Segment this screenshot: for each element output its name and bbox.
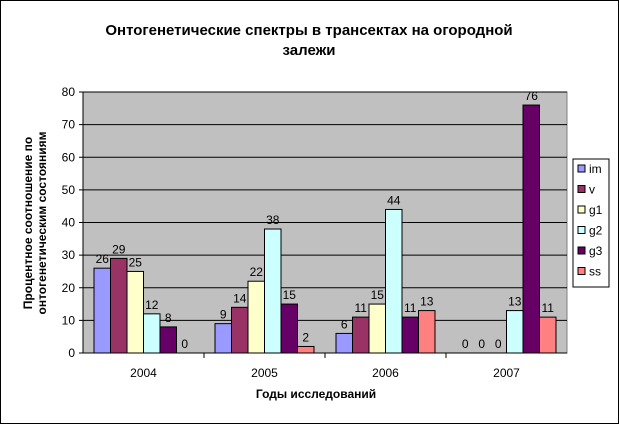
data-label-g1-2007: 0 (495, 337, 502, 351)
bar-im-2005 (214, 323, 232, 354)
legend-label-g2: g2 (589, 224, 603, 238)
bar-g3-2007 (522, 104, 540, 354)
legend-swatch-im (577, 164, 586, 173)
data-label-v-2007: 0 (478, 337, 485, 351)
data-label-g3-2004: 8 (165, 311, 172, 325)
data-label-g3-2007: 76 (525, 89, 539, 103)
legend-label-v: v (589, 183, 595, 197)
y-tick-label: 0 (68, 346, 75, 360)
x-axis-label: Годы исследований (256, 387, 376, 401)
data-label-ss-2005: 2 (302, 330, 309, 344)
data-label-g2-2005: 38 (266, 213, 280, 227)
data-label-im-2004: 26 (96, 252, 110, 266)
chart-title-line-2: залежи (283, 42, 336, 59)
bar-ss-2007 (539, 316, 557, 354)
x-tick-label: 2005 (251, 366, 278, 380)
data-label-v-2004: 29 (112, 242, 126, 256)
y-tick-label: 30 (62, 248, 76, 262)
x-tick-label: 2004 (130, 366, 157, 380)
y-axis-label-line-2: онтогенетическим состояниям (35, 131, 49, 314)
bar-im-2004 (93, 267, 111, 354)
data-label-v-2006: 11 (355, 301, 368, 315)
y-tick-label: 10 (62, 313, 76, 327)
y-tick-label: 70 (62, 118, 76, 132)
data-label-g2-2006: 44 (387, 193, 401, 207)
bar-g2-2007 (506, 310, 524, 354)
y-tick-label: 40 (62, 216, 76, 230)
data-label-ss-2004: 0 (181, 337, 188, 351)
chart-title-line-1: Онтогенетические спектры в трансектах на… (105, 22, 512, 39)
legend-label-ss: ss (589, 265, 601, 279)
x-tick-label: 2007 (493, 366, 520, 380)
data-label-g1-2004: 25 (129, 255, 143, 269)
data-label-g2-2007: 13 (508, 295, 522, 309)
data-label-v-2005: 14 (233, 291, 247, 305)
bar-g3-2005 (280, 303, 298, 354)
bar-v-2005 (231, 306, 249, 354)
bar-im-2006 (335, 332, 353, 354)
y-tick-label: 60 (62, 150, 76, 164)
legend-swatch-ss (577, 267, 586, 275)
bar-g2-2006 (385, 208, 403, 354)
legend-swatch-g2 (577, 226, 586, 234)
legend-label-g1: g1 (589, 203, 603, 217)
data-label-ss-2007: 11 (542, 301, 555, 315)
data-label-g3-2006: 11 (404, 301, 417, 315)
bar-ss-2005 (297, 345, 315, 354)
bar-ss-2006 (418, 310, 436, 354)
bar-g3-2004 (159, 326, 177, 354)
legend-label-g3: g3 (589, 244, 603, 258)
legend-label-im: im (589, 162, 602, 176)
data-label-im-2007: 0 (462, 337, 469, 351)
legend-swatch-g3 (577, 246, 586, 255)
x-tick-label: 2006 (372, 366, 399, 380)
data-label-g1-2005: 22 (250, 265, 264, 279)
bar-g2-2004 (143, 313, 161, 354)
data-label-g1-2006: 15 (371, 288, 385, 302)
bar-v-2006 (352, 316, 370, 354)
bar-g1-2005 (247, 280, 265, 354)
legend: im v g1 g2 g3 ss (572, 158, 610, 288)
data-label-g2-2004: 12 (145, 298, 159, 312)
data-label-ss-2006: 13 (420, 295, 434, 309)
bar-g3-2006 (401, 316, 419, 354)
legend-swatch-g1 (577, 205, 586, 214)
y-tick-label: 50 (62, 183, 76, 197)
bar-g2-2005 (264, 228, 282, 354)
bar-g1-2004 (126, 270, 144, 354)
legend-box (572, 158, 610, 288)
bar-g1-2006 (368, 303, 386, 354)
y-axis-label-line-1: Процентное соотношение по (21, 137, 35, 309)
y-tick-label: 20 (62, 281, 76, 295)
y-tick-label: 80 (62, 85, 76, 99)
data-label-g3-2005: 15 (283, 288, 297, 302)
bar-v-2004 (110, 257, 128, 354)
data-label-im-2006: 6 (341, 317, 348, 331)
legend-swatch-v (577, 185, 586, 193)
data-label-im-2005: 9 (220, 308, 227, 322)
